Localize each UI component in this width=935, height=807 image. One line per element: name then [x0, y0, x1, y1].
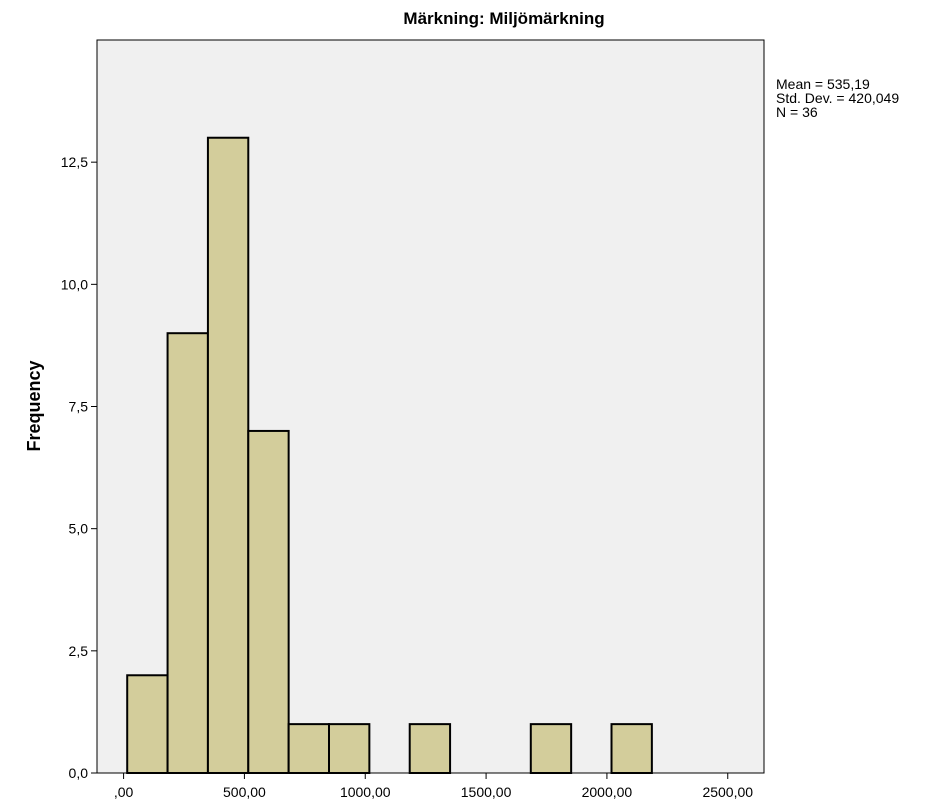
- y-tick-label: 10,0: [61, 276, 88, 292]
- chart-title: Märkning: Miljömärkning: [403, 9, 604, 28]
- histogram-bar-5: [328, 723, 371, 775]
- y-tick-label: 2,5: [69, 643, 89, 659]
- x-tick-label: 1000,00: [340, 784, 391, 800]
- bars-group: [126, 136, 653, 775]
- x-tick-label: 1500,00: [461, 784, 512, 800]
- y-tick-label: 0,0: [69, 765, 89, 781]
- histogram-bar-6: [408, 723, 452, 775]
- stat-std-dev: Std. Dev. = 420,049: [776, 90, 900, 106]
- histogram-bar-3: [247, 429, 290, 774]
- x-tick-label: 2500,00: [702, 784, 753, 800]
- y-tick-label: 7,5: [69, 399, 89, 415]
- histogram-bar-1: [166, 332, 209, 774]
- histogram-bar-8: [610, 723, 653, 775]
- x-axis: ,00 500,00 1000,00 1500,00 2000,00 2500,00: [114, 773, 753, 800]
- y-axis: 0,0 2,5 5,0 7,5 10,0 12,5: [61, 154, 97, 781]
- y-tick-label: 12,5: [61, 154, 88, 170]
- histogram-bar-7: [529, 723, 573, 775]
- histogram-bar-0: [126, 674, 169, 774]
- statistics-box: Mean = 535,19 Std. Dev. = 420,049 N = 36: [776, 77, 899, 119]
- stat-mean: Mean = 535,19: [776, 76, 870, 92]
- stat-n: N = 36: [776, 104, 818, 120]
- x-tick-label: ,00: [114, 784, 134, 800]
- x-tick-label: 2000,00: [582, 784, 633, 800]
- y-axis-label: Frequency: [24, 360, 44, 451]
- histogram-bar-4: [287, 723, 330, 775]
- x-tick-label: 500,00: [223, 784, 266, 800]
- y-tick-label: 5,0: [69, 521, 89, 537]
- histogram-bar-2: [206, 136, 250, 774]
